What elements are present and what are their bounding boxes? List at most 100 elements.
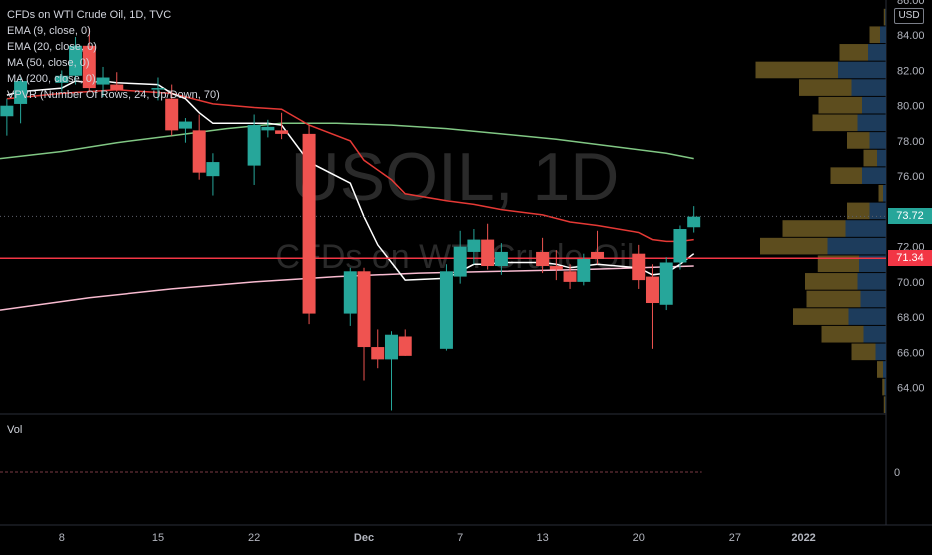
candle-up	[453, 246, 467, 277]
vp-row-down	[883, 184, 886, 202]
candle-down	[275, 130, 289, 134]
candle-down	[357, 271, 371, 348]
vp-row-up	[869, 26, 880, 44]
price-tick-label: 82.00	[897, 65, 925, 77]
indicator-vpvr[interactable]: VPVR (Number Of Rows, 24, Up/Down, 70)	[7, 89, 220, 101]
candle-up	[384, 334, 398, 360]
vp-row-down	[857, 273, 886, 290]
price-tick-label: 64.00	[897, 383, 925, 395]
candle-up	[494, 251, 508, 267]
vp-row-up	[806, 290, 861, 308]
price-tick-label: 80.00	[897, 101, 925, 113]
vp-row-up	[817, 255, 859, 273]
watermark-symbol: USOIL, 1D	[291, 139, 620, 215]
vp-row-up	[760, 237, 828, 255]
candle-up	[14, 81, 28, 104]
candle-down	[645, 276, 659, 304]
vp-row-up	[847, 132, 870, 149]
time-tick-label: 7	[457, 532, 463, 544]
vp-row-up	[863, 149, 877, 167]
ma200-line	[0, 265, 694, 311]
candle-up	[178, 121, 192, 129]
price-tick-label: 84.00	[897, 30, 925, 42]
candle-up	[467, 239, 481, 252]
vp-row-down	[883, 361, 886, 378]
time-tick-label: Dec	[354, 532, 374, 544]
price-tick-label: 66.00	[897, 347, 925, 359]
time-tick-label: 8	[59, 532, 65, 544]
chart-legend: CFDs on WTI Crude Oil, 1D, TVC EMA (9, c…	[7, 7, 220, 103]
vp-row-up	[877, 361, 883, 378]
time-tick-label: 13	[536, 532, 548, 544]
vp-row-up	[818, 96, 862, 114]
vp-row-down	[868, 44, 886, 61]
price-tick-label: 76.00	[897, 171, 925, 183]
candle-down	[549, 266, 563, 270]
candle-down	[398, 336, 412, 356]
time-tick-label: 15	[152, 532, 164, 544]
price-tick-label: 86.00	[897, 0, 925, 7]
price-tick-label: 68.00	[897, 312, 925, 324]
indicator-ma50[interactable]: MA (50, close, 0)	[7, 57, 90, 69]
vp-row-up	[883, 396, 886, 413]
candle-up	[673, 229, 687, 263]
candle-down	[536, 251, 550, 267]
vp-row-down	[869, 132, 886, 149]
candle-down	[82, 45, 96, 89]
vp-row-down	[880, 26, 886, 44]
vp-row-up	[882, 378, 885, 396]
candle-down	[165, 98, 179, 131]
vp-row-down	[863, 325, 886, 343]
vp-row-up	[878, 184, 883, 202]
vp-row-down	[851, 79, 886, 96]
time-tick-label: 2022	[791, 532, 815, 544]
vp-row-up	[851, 343, 876, 361]
vp-row-down	[848, 308, 886, 325]
volume-axis-zero: 0	[894, 467, 900, 479]
vp-row-down	[862, 167, 886, 184]
candle-down	[371, 347, 385, 360]
vp-row-up	[793, 308, 849, 325]
vp-row-up	[782, 220, 846, 237]
indicator-ema20[interactable]: EMA (20, close, 0)	[7, 41, 97, 53]
vp-row-down	[845, 220, 886, 237]
price-tick-label: 70.00	[897, 277, 925, 289]
indicator-ma200[interactable]: MA (200, close, 0)	[7, 73, 96, 85]
candle-down	[481, 239, 495, 267]
candle-up	[577, 258, 591, 282]
currency-label[interactable]: USD	[894, 8, 924, 24]
line-price-badge: 71.34	[888, 250, 932, 267]
vp-row-up	[830, 167, 862, 184]
vp-row-up	[805, 273, 858, 290]
vp-row-up	[755, 61, 838, 79]
candle-down	[192, 130, 206, 173]
vp-row-down	[885, 396, 886, 413]
vp-row-up	[821, 325, 864, 343]
candle-down	[632, 253, 646, 281]
vp-row-down	[875, 343, 886, 361]
candle-up	[69, 45, 83, 76]
vp-row-up	[799, 79, 852, 96]
symbol-title[interactable]: CFDs on WTI Crude Oil, 1D, TVC	[7, 9, 172, 21]
vp-row-down	[838, 61, 886, 79]
candle-up	[659, 262, 673, 305]
time-tick-label: 27	[729, 532, 741, 544]
vp-row-up	[839, 44, 868, 61]
candle-down	[563, 271, 577, 282]
volume-label[interactable]: Vol	[7, 424, 23, 436]
time-tick-label: 22	[248, 532, 260, 544]
vp-row-up	[847, 202, 870, 220]
last-price-badge: 73.72	[888, 208, 932, 225]
vp-row-down	[860, 290, 886, 308]
indicator-ema9[interactable]: EMA (9, close, 0)	[7, 25, 91, 37]
price-tick-label: 78.00	[897, 136, 925, 148]
vp-row-up	[812, 114, 858, 132]
vp-row-down	[859, 255, 886, 273]
vp-row-down	[857, 114, 886, 132]
vp-row-down	[869, 202, 886, 220]
candle-up	[206, 162, 220, 177]
candle-down	[302, 133, 316, 314]
vp-row-down	[885, 8, 886, 26]
